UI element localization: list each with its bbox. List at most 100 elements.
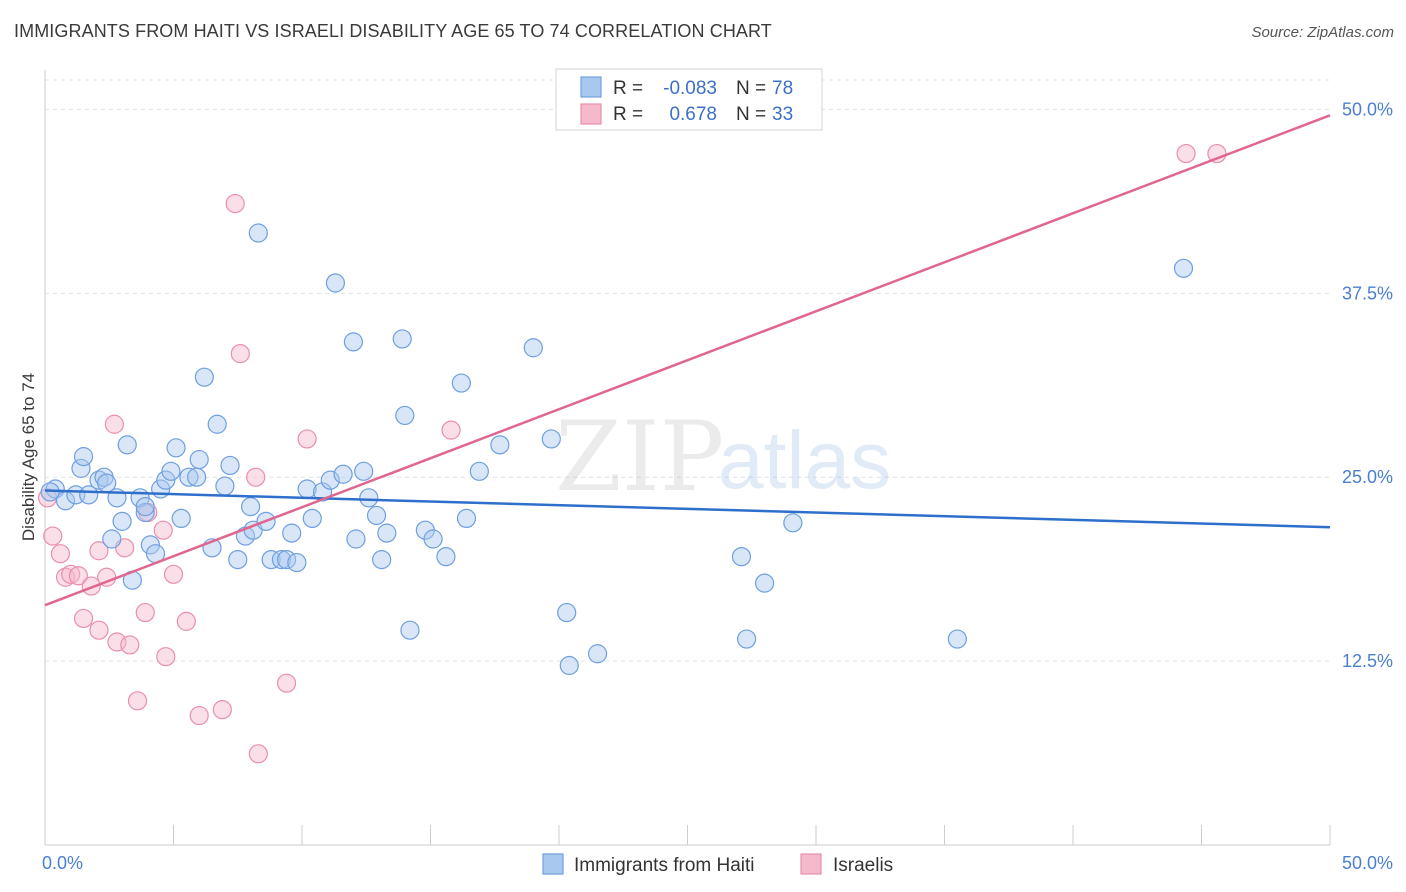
israelis-point: [89, 541, 109, 561]
israelis-point: [225, 193, 245, 214]
x-tick-label-max: 50.0%: [1342, 853, 1393, 873]
x-tick-label-min: 0.0%: [42, 853, 83, 873]
legend-r-label-haiti: R =: [613, 78, 643, 99]
series-legend-label-israelis: Israelis: [833, 855, 893, 876]
haiti-point: [282, 523, 302, 543]
israelis-point: [73, 608, 94, 629]
haiti-point: [490, 435, 510, 455]
haiti-point: [731, 547, 752, 567]
haiti-point: [140, 535, 160, 555]
israelis-point: [153, 520, 173, 540]
haiti-point: [377, 523, 397, 543]
haiti-point: [343, 332, 363, 352]
haiti-point: [451, 373, 471, 393]
israelis-point: [61, 564, 81, 584]
israelis-point: [441, 420, 461, 440]
grid-lines: [45, 79, 1330, 662]
haiti-trend-line: [44, 489, 1331, 529]
haiti-point: [228, 549, 248, 570]
watermark-atlas: atlas: [718, 415, 891, 506]
haiti-point: [737, 629, 757, 649]
haiti-point: [261, 549, 281, 570]
haiti-point: [189, 449, 209, 470]
haiti-point: [359, 488, 379, 508]
haiti-point: [248, 223, 268, 243]
haiti-point: [112, 511, 132, 531]
haiti-point: [187, 467, 207, 487]
israelis-point: [297, 429, 317, 449]
haiti-point: [436, 547, 456, 567]
israelis-point: [1207, 143, 1227, 164]
haiti-point: [179, 467, 199, 487]
legend-r-label-israelis: R =: [613, 104, 643, 125]
haiti-point: [71, 458, 91, 478]
y-tick-label: 37.5%: [1342, 283, 1393, 303]
chart-source: Source: ZipAtlas.com: [1251, 24, 1394, 41]
haiti-point: [469, 461, 489, 481]
y-axis-title: Disability Age 65 to 74: [19, 373, 38, 541]
haiti-point: [400, 620, 420, 640]
haiti-point: [241, 497, 261, 517]
haiti-point: [557, 602, 577, 623]
haiti-point: [194, 367, 214, 387]
israelis-point: [276, 673, 297, 693]
haiti-point: [73, 447, 94, 467]
series-legend-swatch-haiti: [542, 853, 564, 875]
haiti-point: [135, 502, 155, 523]
legend-n-value-haiti: 78: [772, 78, 793, 99]
watermark-zip: ZIP: [555, 401, 724, 513]
israelis-point: [189, 705, 209, 726]
haiti-point: [392, 329, 412, 349]
israelis-point: [156, 647, 176, 667]
legend-r-value-haiti: -0.083: [663, 78, 717, 99]
israelis-point: [120, 635, 140, 655]
haiti-point: [1173, 258, 1194, 278]
series-legend-swatch-israelis: [800, 853, 822, 875]
haiti-point: [102, 529, 122, 549]
haiti-point: [456, 508, 477, 529]
legend-swatch-israelis: [580, 103, 602, 125]
legend-n-label-israelis: N =: [736, 104, 766, 125]
haiti-point: [541, 429, 561, 449]
haiti-point: [166, 438, 186, 458]
israelis-point: [89, 620, 109, 640]
haiti-point: [754, 573, 775, 593]
series-legend: Immigrants from Haiti Israelis: [542, 853, 893, 876]
chart-title: IMMIGRANTS FROM HAITI VS ISRAELI DISABIL…: [14, 21, 772, 41]
haiti-point: [302, 508, 322, 529]
haiti-point: [366, 505, 387, 526]
israelis-point: [104, 414, 124, 434]
haiti-point: [161, 461, 181, 481]
legend-n-value-israelis: 33: [772, 104, 793, 125]
israelis-point: [163, 564, 184, 584]
y-tick-label: 25.0%: [1342, 467, 1393, 487]
haiti-point: [333, 464, 353, 484]
haiti-point: [220, 455, 240, 476]
watermark: ZIP atlas: [555, 401, 891, 513]
israelis-point: [68, 566, 89, 586]
y-tick-label: 12.5%: [1342, 651, 1393, 671]
israelis-point: [230, 344, 250, 364]
israelis-point: [50, 544, 71, 564]
israelis-point: [43, 526, 63, 546]
haiti-point: [523, 338, 543, 358]
israelis-point: [176, 611, 196, 631]
israelis-point: [212, 700, 232, 720]
haiti-point: [346, 529, 366, 549]
haiti-point: [423, 529, 443, 549]
haiti-point: [947, 629, 967, 649]
haiti-point: [117, 435, 137, 455]
haiti-point: [271, 549, 292, 570]
legend-n-label-haiti: N =: [736, 78, 766, 99]
x-axis-ticks: [44, 825, 1331, 845]
series-legend-label-haiti: Immigrants from Haiti: [574, 855, 755, 876]
y-tick-label: 50.0%: [1342, 99, 1393, 119]
haiti-point: [171, 508, 191, 529]
haiti-point: [354, 461, 374, 481]
haiti-point: [287, 552, 307, 573]
y-axis-tick-labels: 12.5% 25.0% 37.5% 50.0%: [1342, 99, 1393, 671]
israelis-point: [248, 744, 268, 764]
haiti-points: [40, 223, 1194, 676]
haiti-point: [372, 549, 392, 570]
